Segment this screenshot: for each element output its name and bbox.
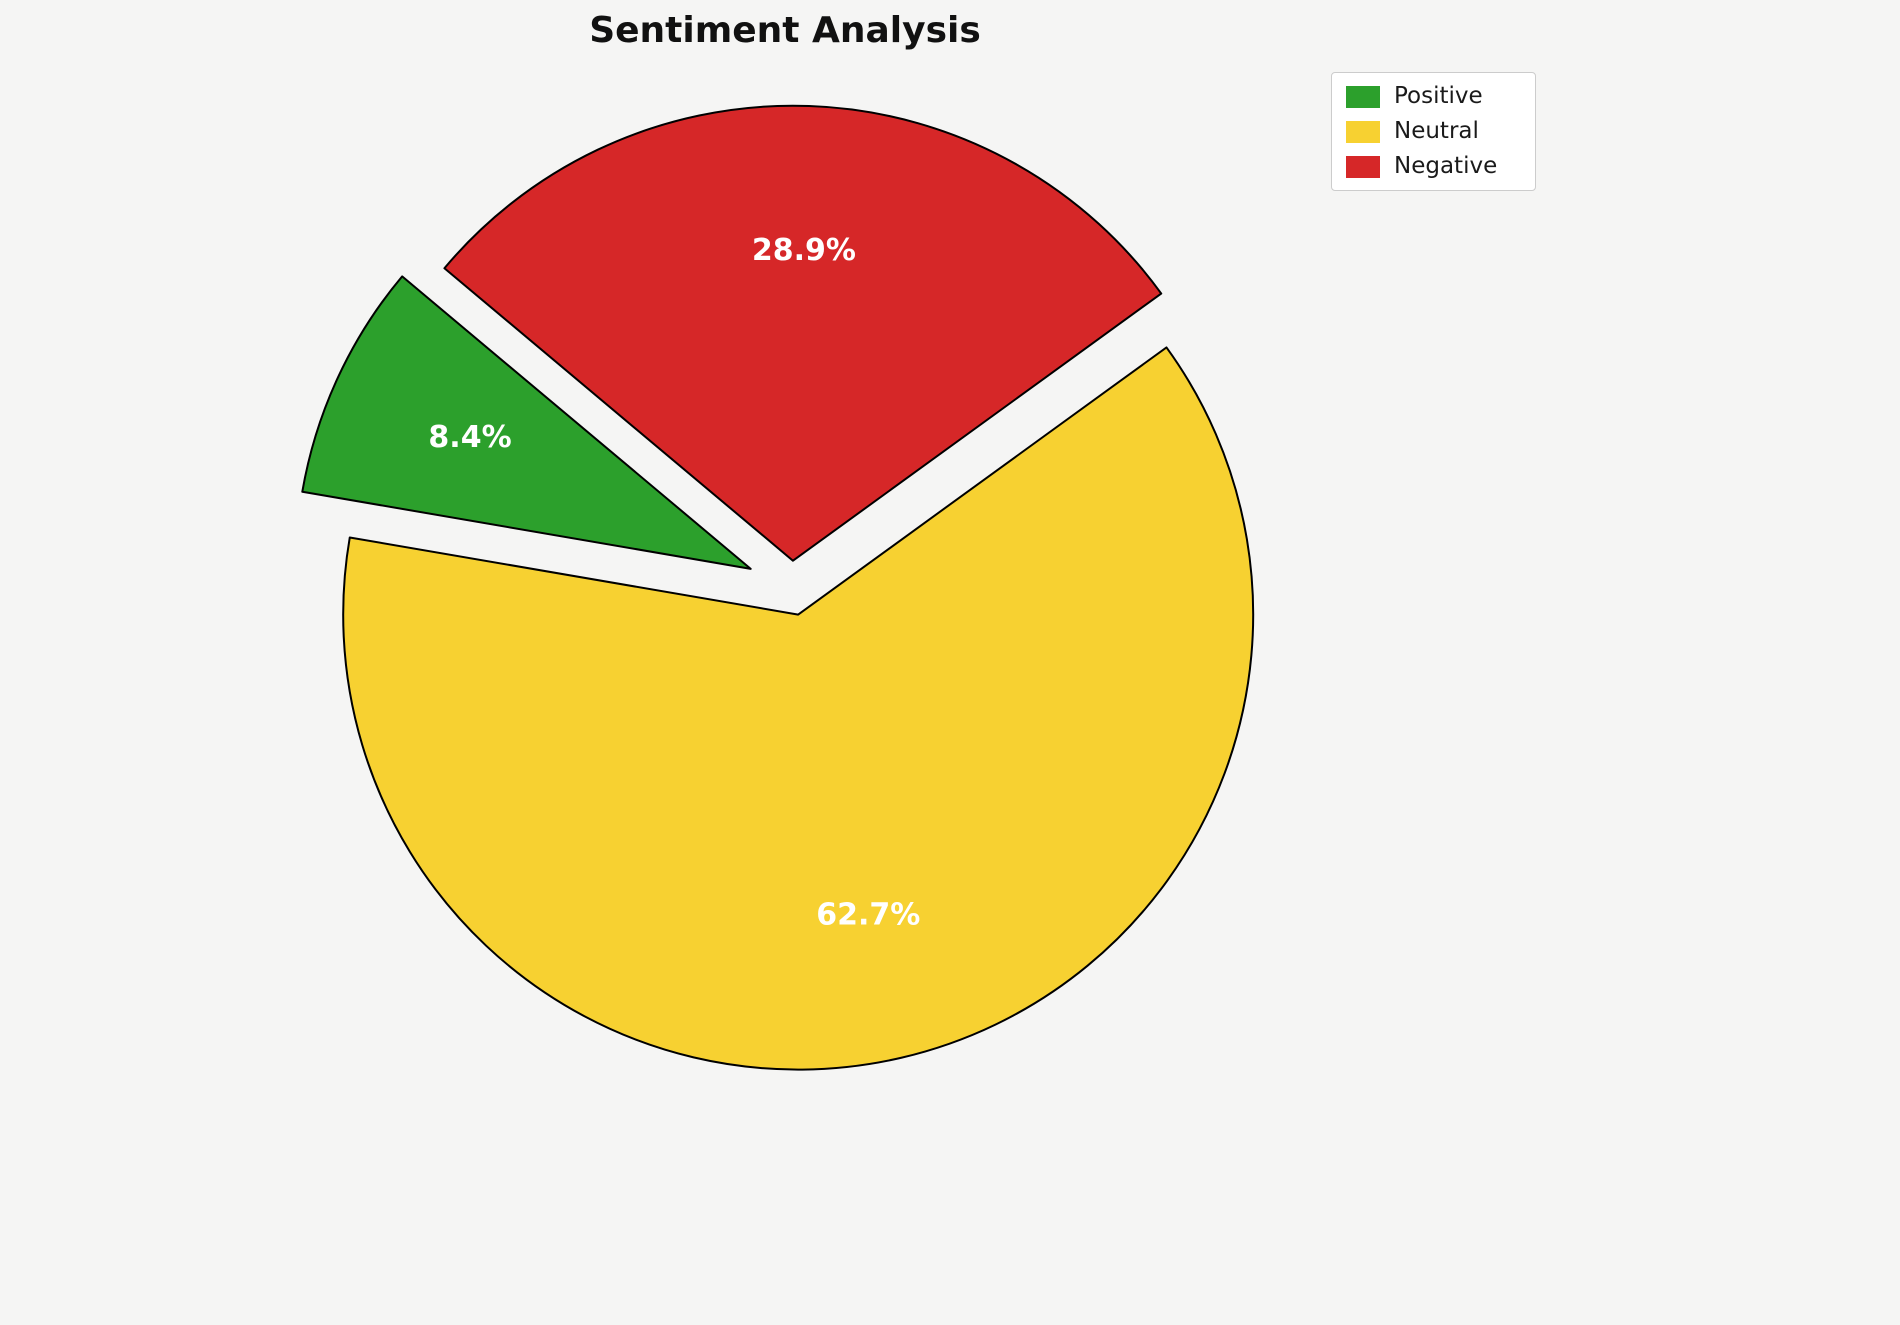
legend-label: Neutral: [1394, 118, 1479, 144]
legend-swatch-neutral: [1346, 120, 1380, 143]
legend-label: Positive: [1394, 83, 1483, 109]
legend-swatch-negative: [1346, 155, 1380, 178]
legend-swatch-positive: [1346, 85, 1380, 108]
pie-slice-negative: [443, 104, 1163, 562]
slice-label-negative: 28.9%: [752, 233, 856, 268]
slice-label-neutral: 62.7%: [816, 897, 920, 932]
legend-item-negative: Negative: [1346, 155, 1521, 178]
legend-label: Negative: [1394, 153, 1498, 179]
pie-slice-neutral: [342, 346, 1255, 1071]
chart-title: Sentiment Analysis: [589, 10, 981, 51]
legend-item-positive: Positive: [1346, 85, 1521, 108]
pie-slice-positive: [301, 275, 752, 570]
slice-label-positive: 8.4%: [428, 420, 511, 455]
legend-item-neutral: Neutral: [1346, 120, 1521, 143]
legend: Positive Neutral Negative: [1331, 72, 1536, 191]
